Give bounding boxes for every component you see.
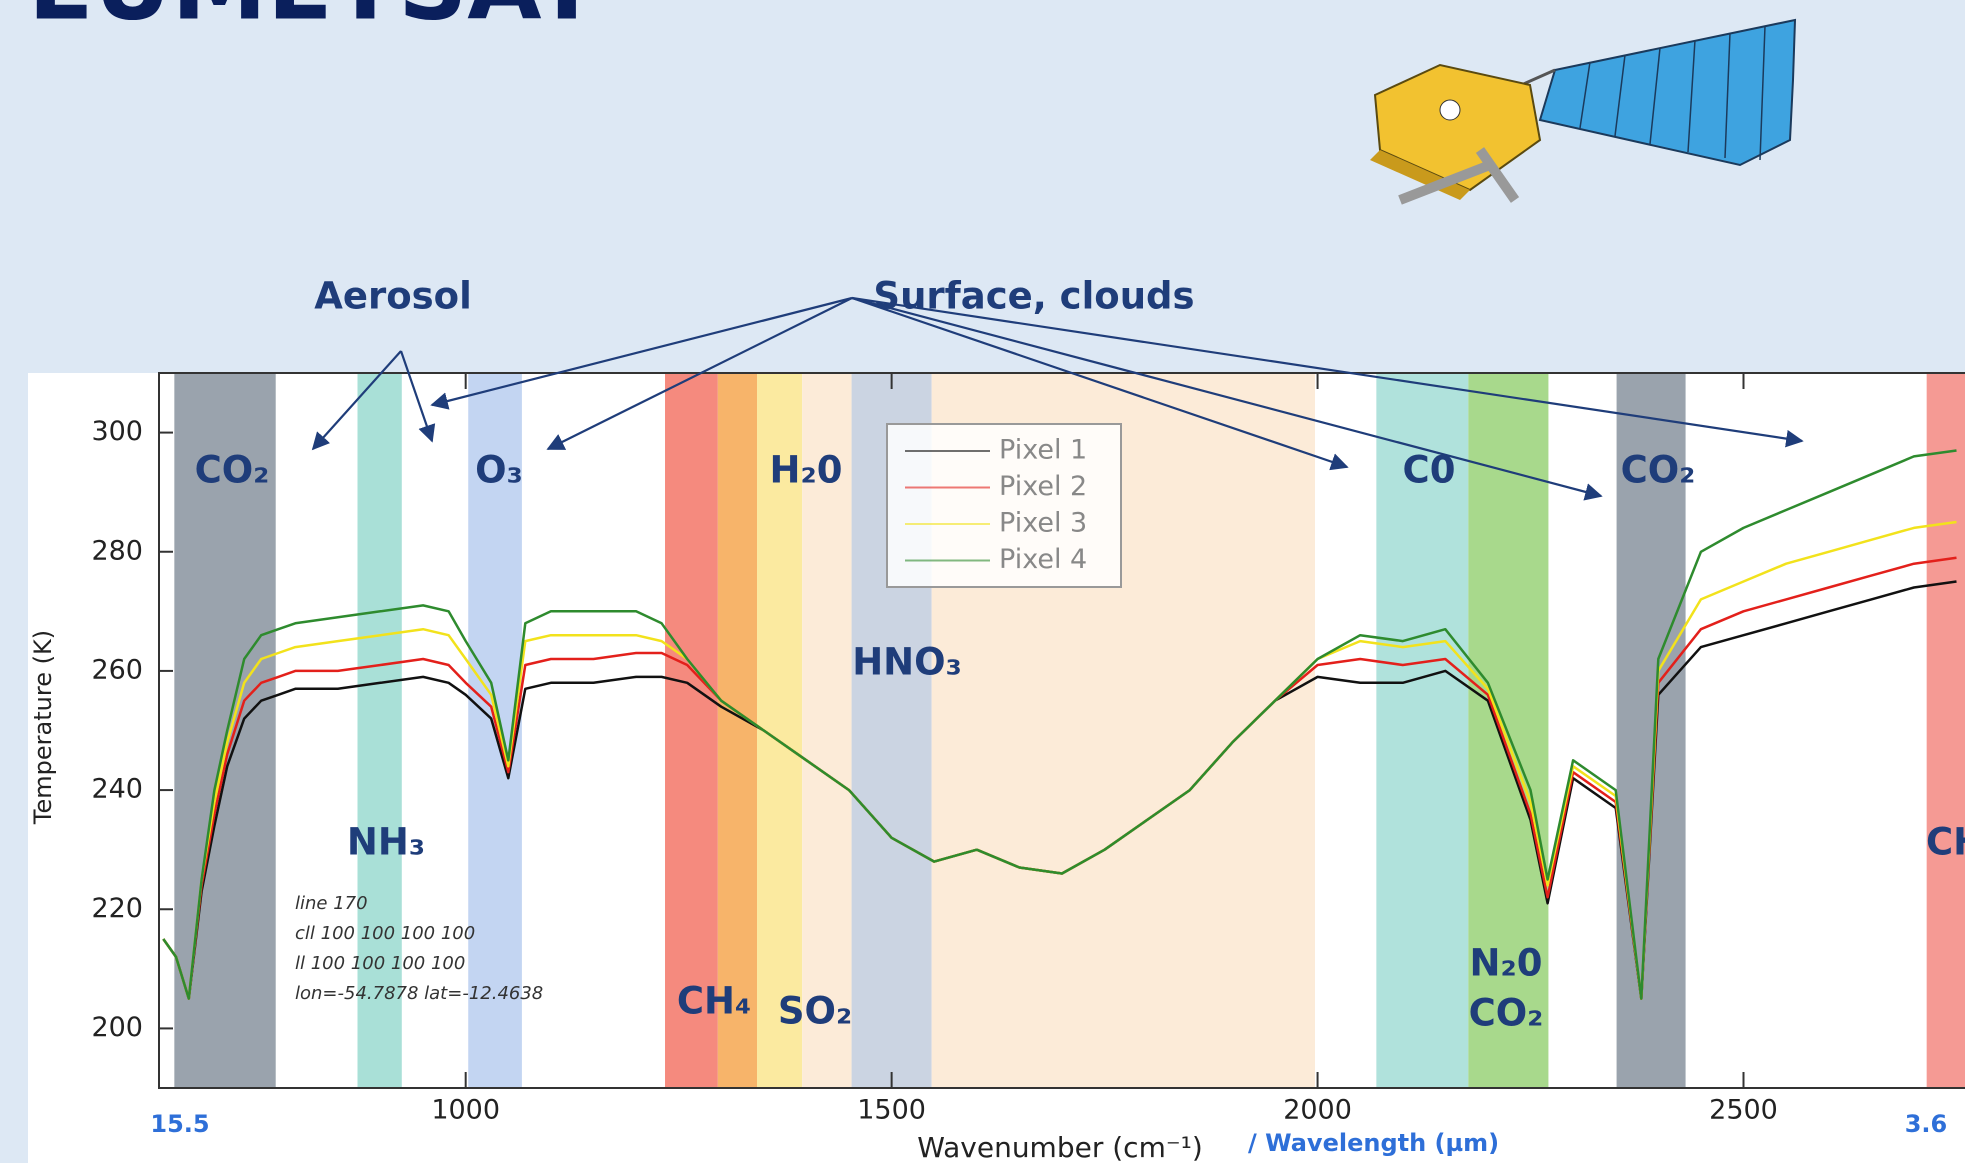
x-tick-label: 1000: [431, 1095, 500, 1126]
legend-label: Pixel 1: [999, 435, 1087, 466]
band-label: NH₃: [347, 821, 425, 864]
info-text: lon=-54.7878 lat=-12.4638: [295, 983, 543, 1004]
band-label: HNO₃: [852, 641, 962, 684]
wavelength-label: 3.6: [1905, 1110, 1948, 1138]
band-label: CH₄: [677, 980, 751, 1023]
legend-label: Pixel 2: [999, 471, 1087, 502]
satellite-icon: [1370, 20, 1795, 200]
info-text: cll 100 100 100 100: [295, 923, 475, 944]
band-label: CO₂: [1469, 992, 1544, 1035]
absorption-band: [357, 373, 401, 1088]
annotation: Aerosol: [314, 275, 472, 318]
page: EUMETSAT 200 220 240 260 280 300 1000 1500 2000 2…: [0, 0, 1965, 1163]
y-tick-label: 220: [91, 893, 143, 924]
band-label: CO₂: [195, 449, 270, 492]
legend-label: Pixel 3: [999, 508, 1087, 539]
y-tick-label: 280: [91, 535, 143, 566]
x-tick-label: 2000: [1283, 1095, 1352, 1126]
slide-title: EUMETSAT: [28, 0, 600, 41]
band-label: CO₂: [1621, 449, 1696, 492]
band-label: CH₄: [1926, 821, 1965, 864]
absorption-band: [1927, 373, 1965, 1088]
wavelength-label: 15.5: [150, 1110, 209, 1138]
legend-label: Pixel 4: [999, 544, 1087, 575]
x-tick-label: 1500: [857, 1095, 926, 1126]
slide: EUMETSAT 200 220 240 260 280 300 1000 1500 2000 2…: [0, 0, 1965, 1163]
y-tick-label: 300: [91, 416, 143, 447]
band-label: C0: [1403, 449, 1456, 492]
y-tick-label: 260: [91, 654, 143, 685]
band-label: H₂0: [770, 449, 843, 492]
x-axis-label-secondary: / Wavelength (µm): [1248, 1129, 1499, 1157]
annotation: Surface, clouds: [873, 275, 1194, 318]
band-label: SO₂: [778, 990, 852, 1033]
y-tick-label: 240: [91, 774, 143, 805]
band-label: O₃: [475, 449, 523, 492]
band-label: N₂0: [1470, 942, 1543, 985]
info-text: ll 100 100 100 100: [295, 953, 465, 974]
x-tick-label: 2500: [1709, 1095, 1778, 1126]
x-axis-label: Wavenumber (cm⁻¹): [917, 1131, 1203, 1163]
y-tick-label: 200: [91, 1012, 143, 1043]
y-axis-label: Temperature (K): [29, 630, 57, 825]
info-text: line 170: [295, 893, 368, 914]
